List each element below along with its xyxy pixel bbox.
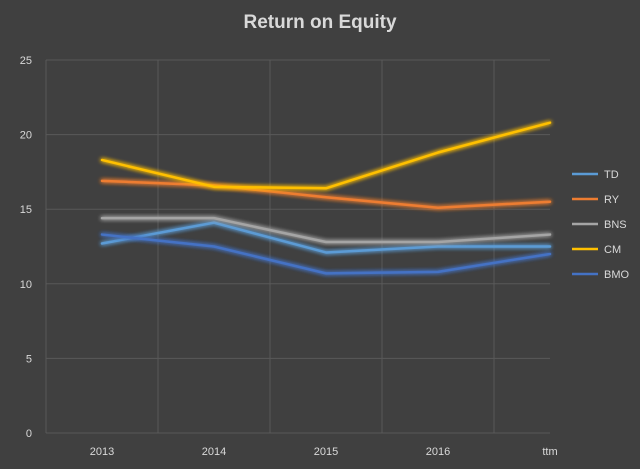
x-tick-label: 2014: [202, 446, 226, 458]
y-tick-label: 0: [26, 428, 32, 440]
y-tick-label: 20: [20, 130, 32, 142]
series-line-bmo: [100, 233, 552, 275]
series-line-ry: [100, 179, 552, 209]
series-line-cm: [100, 121, 552, 190]
axis-ticks: 0 5 10 15 20 25 2013 2014 2015 2016 ttm: [20, 55, 558, 458]
legend: TD RY BNS CM BMO: [572, 169, 630, 281]
legend-label-td: TD: [604, 169, 619, 181]
x-tick-label: ttm: [542, 446, 557, 458]
chart-title: Return on Equity: [243, 12, 397, 33]
y-tick-label: 10: [20, 279, 32, 291]
legend-label-ry: RY: [604, 194, 620, 206]
y-tick-label: 5: [26, 353, 32, 365]
series-line-td: [100, 221, 552, 254]
x-tick-label: 2015: [314, 446, 338, 458]
y-tick-label: 25: [20, 55, 32, 67]
x-tick-label: 2016: [426, 446, 450, 458]
grid-lines: [45, 59, 550, 434]
legend-label-bns: BNS: [604, 219, 627, 231]
legend-label-cm: CM: [604, 244, 621, 256]
x-tick-label: 2013: [90, 446, 114, 458]
series-lines: [100, 121, 552, 275]
legend-label-bmo: BMO: [604, 269, 630, 281]
y-tick-label: 15: [20, 204, 32, 216]
series-line-bns: [100, 216, 552, 244]
